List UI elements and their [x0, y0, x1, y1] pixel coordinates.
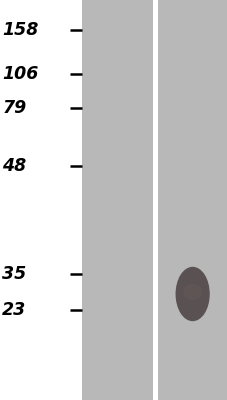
Bar: [152, 0, 158, 400]
Text: 23: 23: [2, 301, 26, 319]
Bar: [158, 0, 227, 400]
Ellipse shape: [183, 284, 201, 300]
Bar: [0, 0, 82, 400]
Bar: [82, 0, 152, 400]
Text: 48: 48: [2, 157, 26, 175]
Text: 35: 35: [2, 265, 26, 283]
Ellipse shape: [175, 267, 209, 321]
Text: 79: 79: [2, 99, 26, 117]
Text: 106: 106: [2, 65, 39, 83]
Text: 158: 158: [2, 21, 39, 39]
